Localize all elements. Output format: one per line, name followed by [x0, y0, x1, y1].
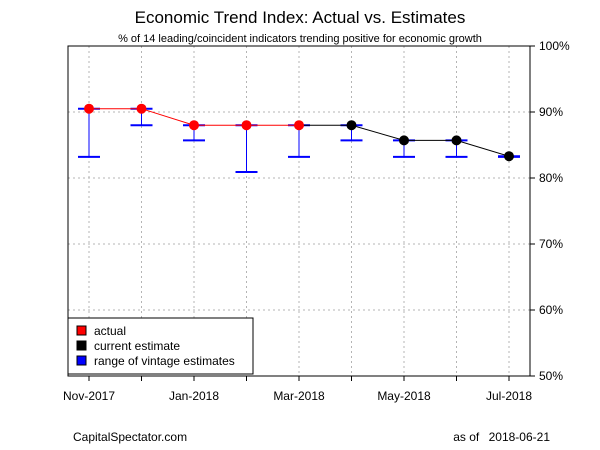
legend-label: actual [94, 324, 126, 338]
data-point-current-estimate [451, 135, 462, 146]
range-bar [235, 124, 258, 174]
y-tick-label: 80% [539, 171, 563, 185]
y-tick-label: 60% [539, 303, 563, 317]
asof-label: as of [453, 430, 480, 444]
source-credit: CapitalSpectator.com [73, 430, 188, 444]
legend-swatch [76, 325, 87, 336]
data-point-actual [241, 120, 252, 131]
x-tick-label: Jan-2018 [169, 389, 219, 403]
y-tick-label: 50% [539, 369, 563, 383]
x-tick-label: Mar-2018 [273, 389, 325, 403]
data-point-current-estimate [346, 120, 357, 131]
x-tick-label: Jul-2018 [486, 389, 532, 403]
data-point-actual [189, 120, 199, 131]
data-point-actual [84, 103, 94, 114]
range-bar [78, 107, 100, 158]
x-tick-label: May-2018 [377, 389, 431, 403]
data-point-actual [136, 103, 147, 114]
data-point-actual [294, 120, 304, 131]
y-tick-label: 100% [539, 39, 570, 53]
legend-swatch [76, 355, 87, 366]
asof-date: 2018-06-21 [488, 430, 550, 444]
chart-title: Economic Trend Index: Actual vs. Estimat… [134, 8, 466, 27]
y-tick-label: 90% [539, 105, 563, 119]
series-points-actual [84, 103, 304, 131]
legend-entry: range of vintage estimates [76, 354, 235, 368]
legend-entry: current estimate [76, 339, 180, 353]
data-point-current-estimate [504, 151, 514, 162]
asof-stamp: as of 2018-06-21 [453, 430, 550, 444]
data-point-current-estimate [399, 135, 409, 146]
legend-label: range of vintage estimates [94, 354, 235, 368]
y-axis: 50% 60% 70% 80% 90% 100% [530, 39, 570, 383]
legend-swatch [76, 340, 87, 351]
series-points-current-estimate [346, 120, 514, 162]
legend-box [67, 317, 254, 375]
legend-entry: actual [76, 324, 126, 338]
chart-subtitle: % of 14 leading/coincident indicators tr… [118, 33, 482, 45]
y-tick-label: 70% [539, 237, 563, 251]
x-tick-label: Nov-2017 [63, 389, 115, 403]
legend-label: current estimate [94, 339, 180, 353]
x-axis: Nov-2017 Jan-2018 Mar-2018 May-2018 Jul-2018 [63, 376, 532, 403]
